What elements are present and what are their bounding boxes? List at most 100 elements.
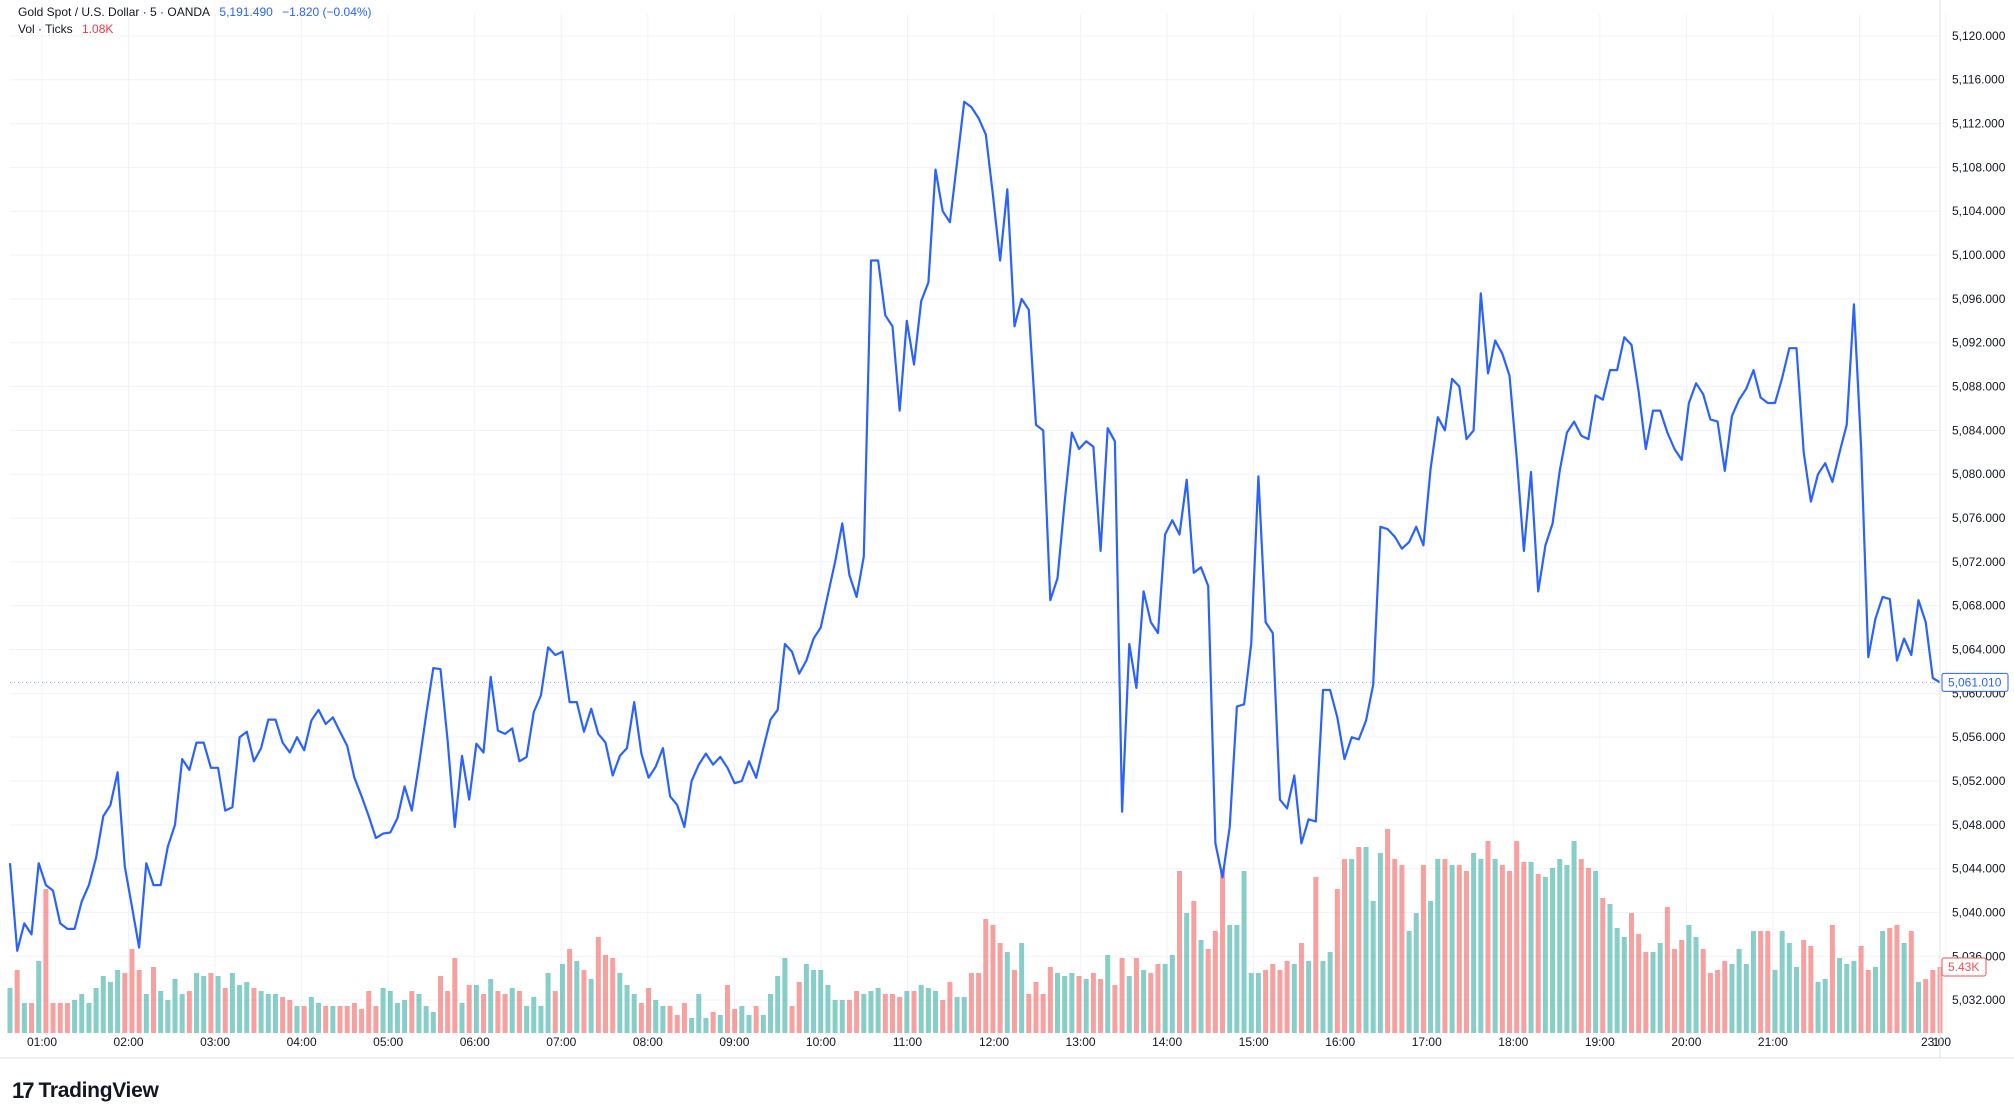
volume-bar — [739, 1006, 745, 1033]
volume-bar — [1700, 949, 1706, 1033]
volume-bar — [229, 973, 235, 1033]
volume-bar — [724, 985, 730, 1033]
volume-bar — [1865, 970, 1871, 1033]
volume-bar — [359, 1009, 365, 1033]
volume-bar — [552, 991, 558, 1033]
volume-bar — [1636, 934, 1642, 1033]
volume-bar — [1471, 853, 1477, 1033]
volume-bar — [681, 1003, 687, 1033]
volume-bar — [409, 991, 415, 1033]
volume-bar — [107, 982, 113, 1033]
time-axis-label: 02:00 — [114, 1035, 144, 1049]
volume-bar — [854, 991, 860, 1033]
volume-bar — [1449, 865, 1455, 1033]
volume-bar — [646, 988, 652, 1033]
time-axis-label: 10:00 — [806, 1035, 836, 1049]
volume-bar — [1306, 961, 1312, 1033]
volume-bar — [1370, 901, 1376, 1033]
volume-bar — [1291, 964, 1297, 1033]
volume-bar — [1184, 913, 1190, 1033]
volume-bar — [1815, 982, 1821, 1033]
volume-bar — [1019, 943, 1025, 1033]
volume-bar — [1507, 871, 1513, 1033]
volume-bar — [1055, 973, 1061, 1033]
volume-bar — [1341, 859, 1347, 1033]
volume-bar — [21, 1003, 27, 1033]
volume-bar — [1492, 859, 1498, 1033]
volume-bar — [1822, 979, 1828, 1033]
tradingview-logo[interactable]: 17 TradingView — [12, 1078, 159, 1104]
volume-bar — [423, 1006, 429, 1033]
volume-bar — [1585, 868, 1591, 1033]
volume-bar — [610, 958, 616, 1033]
volume-bar — [825, 985, 831, 1033]
volume-bar — [1176, 871, 1182, 1033]
volume-bar — [1004, 952, 1010, 1033]
volume-bar — [1743, 964, 1749, 1033]
volume-bar — [1377, 853, 1383, 1033]
volume-bar — [1062, 976, 1068, 1033]
price-axis-label: 5,076.000 — [1952, 511, 2006, 525]
volume-bar — [1578, 859, 1584, 1033]
volume-bar — [1220, 868, 1226, 1033]
volume-bar — [1327, 952, 1333, 1033]
volume-bar — [1076, 976, 1082, 1033]
time-axis-label: 06:00 — [460, 1035, 490, 1049]
volume-bar — [1270, 964, 1276, 1033]
volume-bar — [976, 973, 982, 1033]
volume-indicator-title[interactable]: Vol · Ticks — [18, 22, 73, 36]
last-price-value: 5,191.490 — [219, 5, 273, 19]
volume-bar — [768, 994, 774, 1033]
volume-bar — [237, 985, 243, 1033]
volume-bar — [789, 1006, 795, 1033]
volume-bar — [968, 973, 974, 1033]
volume-bar — [1542, 877, 1548, 1033]
volume-bar — [50, 1003, 56, 1033]
volume-bar — [983, 919, 989, 1033]
volume-bar — [294, 1006, 300, 1033]
volume-bar — [1456, 865, 1462, 1033]
volume-bar — [1880, 931, 1886, 1033]
volume-bar — [1083, 979, 1089, 1033]
volume-bar — [1033, 982, 1039, 1033]
volume-bar — [244, 982, 250, 1033]
volume-bar — [1119, 958, 1125, 1033]
volume-bar — [143, 994, 149, 1033]
volume-bar — [961, 997, 967, 1033]
volume-bar — [1284, 961, 1290, 1033]
volume-bar — [595, 937, 601, 1033]
volume-bar — [1607, 904, 1613, 1033]
volume-bar — [323, 1006, 329, 1033]
volume-bar — [1105, 955, 1111, 1033]
volume-bar — [1550, 868, 1556, 1033]
volume-bar — [416, 994, 422, 1033]
symbol-title[interactable]: Gold Spot / U.S. Dollar · 5 · OANDA — [18, 5, 211, 19]
volume-bars — [7, 829, 1943, 1033]
volume-bar — [717, 1015, 723, 1033]
volume-bar — [1758, 931, 1764, 1033]
volume-bar — [265, 994, 271, 1033]
price-change-value: −1.820 (−0.04%) — [282, 5, 372, 19]
volume-bar — [559, 964, 565, 1033]
volume-bar — [1736, 949, 1742, 1033]
volume-bar — [603, 955, 609, 1033]
price-axis-label: 5,096.000 — [1952, 292, 2006, 306]
volume-bar — [1679, 940, 1685, 1033]
volume-bar — [1435, 859, 1441, 1033]
time-axis-label: 03:00 — [200, 1035, 230, 1049]
volume-bar — [502, 994, 508, 1033]
volume-bar — [466, 985, 472, 1033]
volume-bar — [308, 997, 314, 1033]
volume-bar — [366, 991, 372, 1033]
volume-bar — [122, 973, 128, 1033]
volume-bar — [1786, 943, 1792, 1033]
time-axis-label: 05:00 — [373, 1035, 403, 1049]
volume-bar — [624, 985, 630, 1033]
volume-bar — [373, 1006, 379, 1033]
volume-bar — [258, 991, 264, 1033]
volume-bar — [1657, 943, 1663, 1033]
price-axis-label: 5,104.000 — [1952, 204, 2006, 218]
volume-bar — [760, 1015, 766, 1033]
volume-bar — [150, 967, 156, 1033]
